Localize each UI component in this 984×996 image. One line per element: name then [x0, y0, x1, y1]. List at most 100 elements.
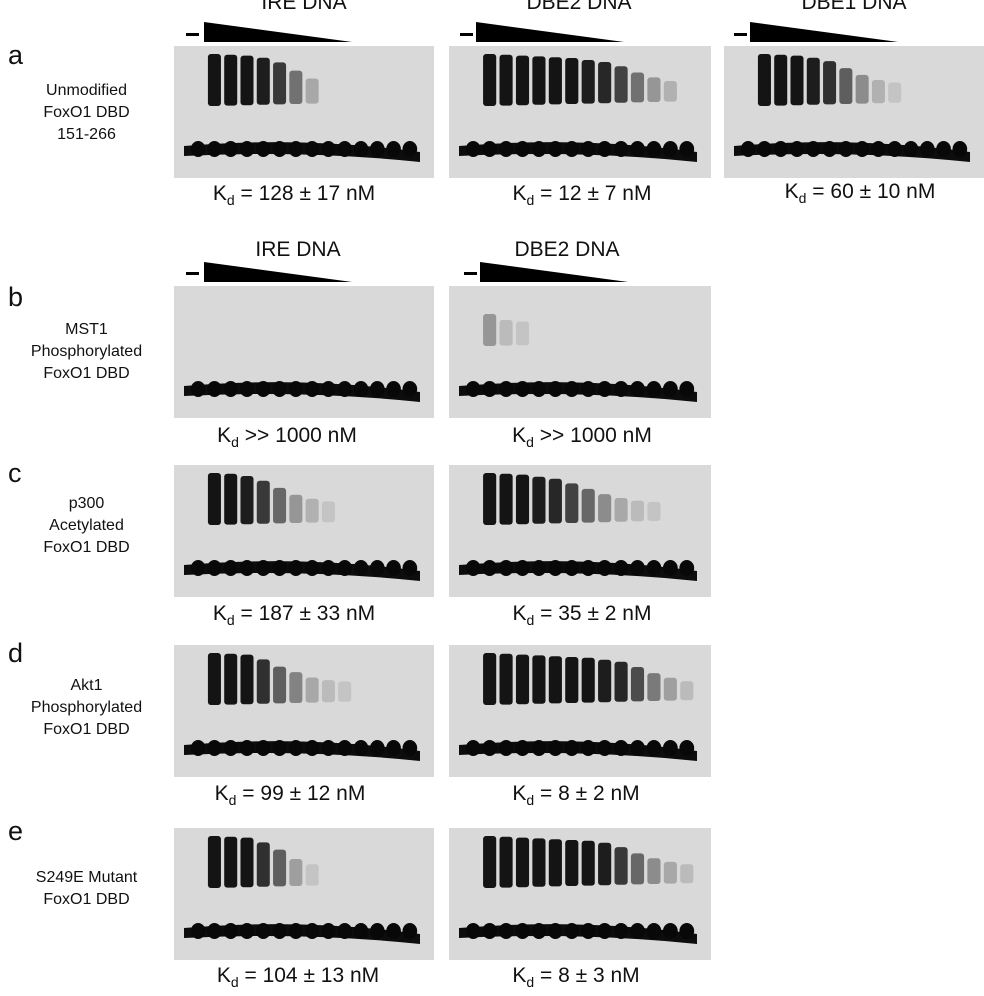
- complex-band: [581, 488, 595, 523]
- complex-band: [256, 57, 270, 105]
- kd-value-d-ire: Kd = 99 ± 12 nM: [160, 782, 420, 812]
- free-dna-lane: [515, 141, 530, 157]
- free-dna-lane: [515, 560, 530, 576]
- free-dna-lane: [207, 740, 222, 756]
- kd-value-a-dbe2: Kd = 12 ± 7 nM: [452, 182, 712, 212]
- free-dna-lane: [580, 923, 596, 939]
- free-dna-lane: [190, 923, 206, 939]
- column-title-ire: IRE DNA: [255, 238, 341, 261]
- free-dna-lane: [353, 560, 369, 576]
- complex-band: [224, 473, 238, 525]
- complex-band: [207, 473, 221, 525]
- complex-band: [630, 500, 645, 522]
- free-dna-lane: [679, 560, 695, 576]
- gel-bands: [184, 653, 420, 761]
- complex-band: [483, 836, 497, 888]
- complex-band: [680, 681, 694, 701]
- free-dna-lane: [498, 923, 514, 939]
- free-dna-lane: [887, 141, 903, 157]
- kd-symbol: K: [512, 182, 527, 205]
- row-label-line: Unmodified: [46, 82, 127, 99]
- complex-band: [774, 54, 788, 106]
- free-dna-lane: [547, 381, 563, 397]
- free-dna-lane: [353, 923, 369, 939]
- free-dna-lane: [353, 740, 369, 756]
- free-dna-lane: [613, 740, 629, 756]
- free-dna-lane: [679, 740, 695, 756]
- complex-band: [483, 653, 497, 705]
- row-label-line: FoxO1 DBD: [43, 104, 130, 121]
- complex-band: [289, 672, 303, 703]
- free-dna-lane: [353, 141, 369, 157]
- complex-band: [663, 861, 677, 884]
- free-dna-lane: [321, 560, 336, 576]
- gel-image-d-dbe2: [449, 645, 711, 777]
- complex-band: [532, 655, 546, 704]
- free-dna-lane: [223, 740, 239, 756]
- free-dna-lane: [255, 381, 271, 397]
- free-dna-lane: [498, 560, 514, 576]
- kd-text: = 8 ± 2 nM: [534, 782, 640, 805]
- free-dna-lane: [337, 141, 353, 157]
- kd-subscript: d: [228, 792, 237, 808]
- free-dna-lane: [805, 141, 821, 157]
- complex-band: [647, 673, 661, 701]
- free-dna-lane: [465, 141, 481, 157]
- complex-band: [581, 840, 595, 886]
- free-dna-lane: [515, 923, 530, 939]
- free-dna-lane: [304, 141, 320, 157]
- free-dna-lane: [337, 740, 353, 756]
- complex-band: [224, 653, 238, 705]
- complex-band: [240, 654, 254, 705]
- free-dna-lane: [580, 740, 596, 756]
- free-dna-lane: [272, 381, 287, 397]
- complex-band: [888, 82, 902, 103]
- free-dna-lane: [564, 923, 580, 939]
- free-dna-lane: [789, 141, 805, 157]
- free-dna-lane: [630, 923, 645, 939]
- free-dna-lane: [547, 560, 563, 576]
- gel-bands: [459, 314, 697, 402]
- free-dna-lane: [936, 141, 951, 157]
- free-dna-lane: [272, 560, 287, 576]
- column-title-dbe1: DBE1 DNA: [801, 0, 907, 14]
- free-dna-lane: [613, 141, 629, 157]
- panel-letter-e: e: [8, 816, 24, 846]
- row-label-d: Akt1 Phosphorylated FoxO1 DBD: [4, 675, 169, 741]
- minus-sign: [734, 33, 747, 36]
- complex-band: [207, 54, 221, 106]
- free-dna-lane: [337, 381, 353, 397]
- complex-band: [548, 478, 562, 524]
- free-dna-lane: [272, 141, 287, 157]
- free-dna-lane: [321, 923, 336, 939]
- row-label-line: FoxO1 DBD: [43, 365, 130, 382]
- free-dna-lane: [871, 141, 886, 157]
- free-dna-lane: [207, 381, 222, 397]
- free-dna-lane: [337, 923, 353, 939]
- complex-band: [548, 839, 562, 887]
- free-dna-lane: [646, 923, 662, 939]
- free-dna-lane: [255, 740, 271, 756]
- concentration-wedge: [204, 22, 352, 42]
- gel-image-a-ire: [174, 46, 434, 178]
- gel-bands: [734, 54, 970, 162]
- column-title-dbe2: DBE2 DNA: [514, 238, 620, 261]
- complex-band: [532, 476, 546, 524]
- free-dna-lane: [321, 141, 336, 157]
- free-dna-lane: [207, 141, 222, 157]
- complex-band: [289, 70, 303, 104]
- complex-band: [483, 314, 497, 346]
- complex-band: [224, 836, 238, 888]
- complex-band: [499, 653, 513, 705]
- kd-text: = 128 ± 17 nM: [234, 182, 376, 205]
- kd-subscript: d: [231, 434, 239, 450]
- free-dna-lane: [386, 141, 401, 157]
- complex-band: [630, 72, 645, 103]
- gel-bands: [184, 54, 420, 162]
- complex-band: [647, 858, 661, 884]
- kd-value-c-ire: Kd = 187 ± 33 nM: [164, 602, 424, 632]
- row-label-b: MST1 Phosphorylated FoxO1 DBD: [4, 319, 169, 385]
- kd-subscript: d: [526, 974, 535, 990]
- free-dna-lane: [255, 923, 271, 939]
